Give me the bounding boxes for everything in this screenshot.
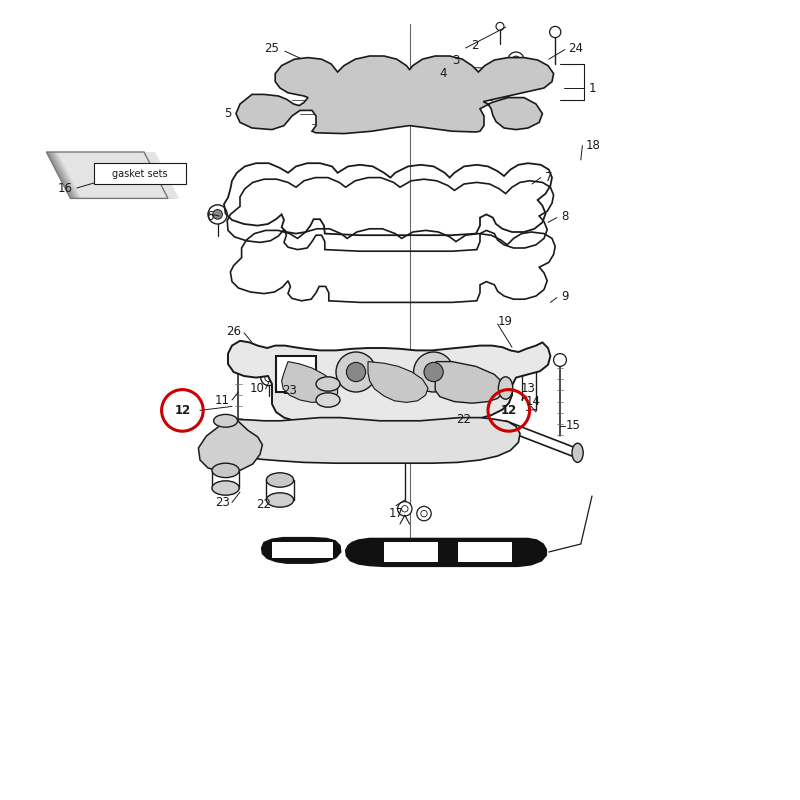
Ellipse shape: [316, 393, 340, 407]
Text: 23: 23: [215, 496, 230, 509]
Circle shape: [554, 354, 566, 366]
Circle shape: [508, 52, 524, 68]
Circle shape: [346, 362, 366, 382]
Circle shape: [394, 80, 406, 93]
Ellipse shape: [212, 463, 239, 478]
Circle shape: [508, 66, 524, 82]
Polygon shape: [458, 542, 512, 562]
Polygon shape: [54, 152, 175, 198]
Polygon shape: [282, 362, 338, 402]
Text: 6: 6: [206, 210, 214, 222]
Polygon shape: [228, 341, 550, 424]
Polygon shape: [228, 418, 520, 463]
Text: 22: 22: [257, 498, 271, 510]
Polygon shape: [435, 362, 504, 403]
Circle shape: [424, 362, 443, 382]
Polygon shape: [48, 152, 170, 198]
Text: 12: 12: [174, 404, 190, 417]
Text: 25: 25: [265, 42, 279, 54]
Polygon shape: [276, 356, 316, 392]
Polygon shape: [50, 152, 171, 198]
Text: 11: 11: [215, 394, 230, 406]
Polygon shape: [52, 152, 174, 198]
Circle shape: [402, 96, 418, 112]
Ellipse shape: [266, 473, 294, 487]
Polygon shape: [47, 152, 169, 198]
Text: 3: 3: [452, 54, 460, 67]
Polygon shape: [51, 152, 173, 198]
Text: 2: 2: [470, 39, 478, 52]
Circle shape: [208, 205, 227, 224]
Text: 7: 7: [545, 171, 553, 184]
Text: 5: 5: [224, 107, 232, 120]
Text: 12: 12: [501, 404, 517, 417]
Circle shape: [261, 370, 277, 386]
Circle shape: [414, 352, 454, 392]
Circle shape: [398, 502, 412, 516]
Text: 19: 19: [498, 315, 513, 328]
Ellipse shape: [214, 414, 238, 427]
Polygon shape: [50, 152, 172, 198]
Circle shape: [334, 98, 354, 118]
Text: 22: 22: [457, 413, 471, 426]
Text: 1: 1: [588, 82, 596, 94]
Text: 16: 16: [58, 182, 73, 194]
Text: 24: 24: [569, 42, 583, 54]
Circle shape: [233, 348, 244, 359]
Polygon shape: [53, 152, 174, 198]
Polygon shape: [368, 362, 428, 402]
Polygon shape: [56, 152, 178, 198]
Circle shape: [213, 210, 222, 219]
Text: 23: 23: [282, 384, 297, 397]
Text: 8: 8: [561, 210, 569, 222]
Text: 9: 9: [561, 290, 569, 302]
Circle shape: [550, 26, 561, 38]
Circle shape: [496, 22, 504, 30]
Text: 13: 13: [521, 382, 535, 395]
Text: 4: 4: [439, 67, 447, 80]
Ellipse shape: [212, 481, 239, 495]
Polygon shape: [49, 152, 170, 198]
Polygon shape: [384, 542, 438, 562]
Text: gasket sets: gasket sets: [112, 169, 168, 178]
Circle shape: [516, 364, 527, 375]
Circle shape: [336, 352, 376, 392]
Text: 15: 15: [566, 419, 580, 432]
Circle shape: [417, 506, 431, 521]
Polygon shape: [57, 152, 178, 198]
Circle shape: [530, 358, 542, 371]
Text: 17: 17: [389, 507, 403, 520]
Text: 18: 18: [586, 139, 601, 152]
Polygon shape: [54, 152, 176, 198]
Polygon shape: [262, 538, 341, 563]
Ellipse shape: [498, 377, 513, 399]
Ellipse shape: [316, 377, 340, 391]
Text: 10: 10: [250, 382, 265, 395]
Polygon shape: [346, 538, 546, 566]
Ellipse shape: [572, 443, 583, 462]
Polygon shape: [55, 152, 177, 198]
Polygon shape: [46, 152, 168, 198]
Circle shape: [512, 70, 520, 78]
Text: 14: 14: [526, 395, 540, 408]
FancyBboxPatch shape: [94, 163, 186, 184]
Polygon shape: [272, 542, 333, 558]
Ellipse shape: [266, 493, 294, 507]
Text: 26: 26: [226, 325, 241, 338]
Circle shape: [512, 56, 520, 64]
Polygon shape: [58, 152, 179, 198]
Polygon shape: [198, 419, 262, 472]
Polygon shape: [236, 56, 554, 134]
